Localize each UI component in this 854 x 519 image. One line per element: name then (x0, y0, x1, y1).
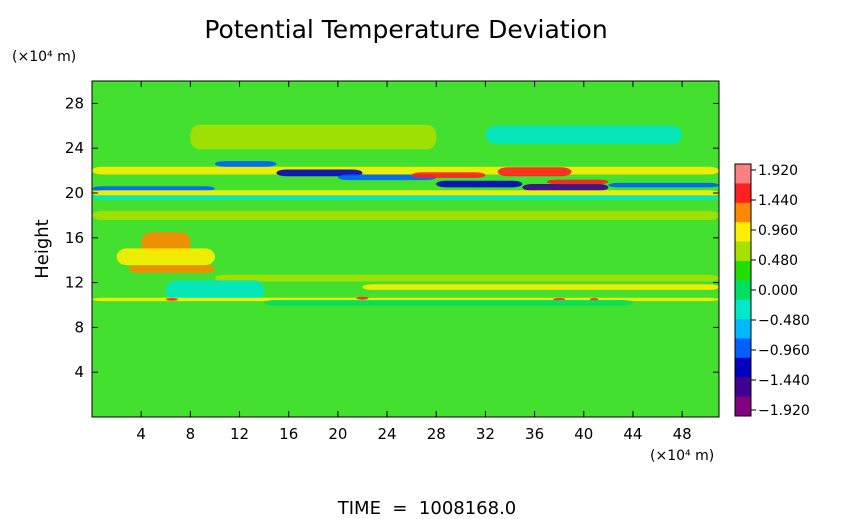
heatmap-band-1 (485, 125, 683, 144)
heatmap-band-23 (165, 298, 179, 301)
y-tick-label-8: 8 (74, 318, 84, 336)
heatmap-band-8 (436, 180, 523, 188)
colorbar-segment-6 (735, 280, 751, 301)
colorbar-label-5: −0.480 (758, 313, 810, 329)
colorbar-label-8: −1.920 (758, 403, 810, 419)
heatmap-band-10 (546, 179, 609, 185)
colorbar-segment-0 (735, 164, 751, 184)
x-tick-label-40: 40 (574, 425, 593, 443)
time-readout: TIME = 1008168.0 (337, 498, 517, 519)
chart-title: Potential Temperature Deviation (204, 15, 607, 44)
heatmap-band-11 (608, 182, 719, 188)
y-tick-label-28: 28 (65, 94, 84, 112)
x-axis-unit: (×10⁴ m) (650, 448, 714, 464)
field-bands (92, 124, 719, 306)
heatmap-band-12 (92, 186, 215, 191)
y-axis-unit: (×10⁴ m) (12, 49, 76, 65)
colorbar-segment-2 (735, 202, 751, 223)
colorbar: 1.920 1.440 0.960 0.480 0.000 −0.480 −0.960 −1.… (734, 163, 810, 419)
heatmap-band-24 (356, 296, 369, 300)
y-tick-label-12: 12 (65, 274, 84, 292)
x-tick-label-48: 48 (673, 425, 692, 443)
y-axis-label: Height (32, 219, 53, 279)
colorbar-segment-3 (735, 222, 751, 243)
x-axis-ticks: 4 8 12 16 20 24 28 32 36 40 44 48 (136, 81, 692, 443)
colorbar-label-4: 0.000 (758, 283, 798, 299)
heatmap-band-27 (264, 300, 633, 306)
y-axis-ticks: 4 8 12 16 20 24 28 (65, 94, 719, 381)
x-tick-label-36: 36 (525, 425, 544, 443)
x-tick-label-20: 20 (328, 425, 347, 443)
heatmap-band-19 (214, 274, 719, 282)
x-tick-label-24: 24 (378, 425, 397, 443)
colorbar-segment-10 (735, 357, 751, 378)
colorbar-label-1: 1.440 (758, 193, 798, 209)
y-tick-label-24: 24 (65, 139, 84, 157)
x-tick-label-8: 8 (186, 425, 196, 443)
x-tick-label-12: 12 (230, 425, 249, 443)
colorbar-label-0: 1.920 (758, 163, 798, 179)
heatmap-band-6 (411, 172, 486, 178)
heatmap-band-18 (128, 265, 215, 273)
colorbar-label-6: −0.960 (758, 343, 810, 359)
heatmap-band-13 (92, 190, 719, 196)
heatmap-band-2 (92, 166, 719, 175)
y-tick-label-20: 20 (65, 184, 84, 202)
colorbar-label-7: −1.440 (758, 373, 810, 389)
plot-area (91, 80, 720, 418)
colorbar-segment-1 (735, 183, 751, 204)
y-tick-label-16: 16 (65, 229, 84, 247)
x-tick-label-4: 4 (136, 425, 146, 443)
heatmap-band-0 (190, 124, 437, 150)
colorbar-label-2: 0.960 (758, 223, 798, 239)
plot-frame (91, 80, 720, 418)
heatmap-band-20 (165, 280, 265, 301)
heatmap-band-21 (362, 284, 719, 290)
colorbar-segment-11 (735, 377, 751, 398)
heatmap-band-3 (214, 161, 277, 167)
heatmap-band-9 (522, 184, 609, 191)
colorbar-segment-7 (735, 299, 751, 320)
x-tick-label-44: 44 (623, 425, 642, 443)
x-tick-label-28: 28 (427, 425, 446, 443)
y-tick-label-4: 4 (74, 363, 84, 381)
heatmap-band-14 (92, 195, 719, 200)
colorbar-segment-8 (735, 319, 751, 339)
colorbar-segment-4 (735, 241, 751, 262)
heatmap-band-15 (92, 210, 719, 220)
x-tick-label-32: 32 (476, 425, 495, 443)
heatmap-band-4 (276, 169, 363, 177)
heatmap-band-5 (337, 174, 437, 181)
colorbar-segment-5 (735, 260, 751, 281)
colorbar-label-3: 0.480 (758, 253, 798, 269)
heatmap-band-17 (116, 248, 215, 266)
heatmap-band-7 (497, 167, 572, 177)
colorbar-segment-12 (735, 396, 751, 417)
x-tick-label-16: 16 (279, 425, 298, 443)
colorbar-segment-9 (735, 338, 751, 359)
